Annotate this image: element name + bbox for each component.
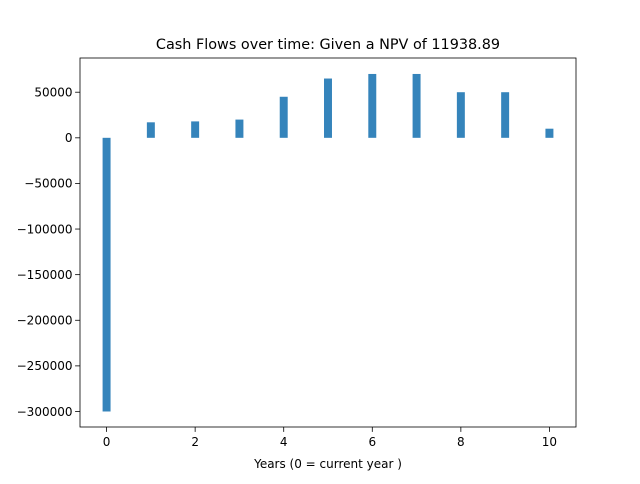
x-tick-label: 4: [280, 435, 288, 449]
plot-frame: [79, 57, 577, 428]
x-tick-label: 8: [457, 435, 465, 449]
y-tick-label: −300000: [17, 405, 73, 419]
y-tick-label: −250000: [17, 359, 73, 373]
bar-year-1: [146, 122, 155, 138]
bar-year-4: [279, 96, 288, 138]
bar-year-2: [191, 121, 200, 138]
x-axis-ticks: 0 2 4 6 8 10: [103, 427, 557, 449]
bar-year-8: [456, 92, 465, 138]
x-tick-label: 0: [103, 435, 111, 449]
bar-year-6: [368, 73, 377, 138]
bar-year-7: [412, 73, 421, 138]
y-axis-ticks: 50000 0 −50000 −100000 −150000 −200000 −250000…: [17, 86, 80, 419]
y-tick-label: −150000: [17, 268, 73, 282]
bar-year-3: [235, 119, 244, 138]
bar-year-5: [324, 78, 332, 138]
bar-series: [102, 73, 554, 412]
bar-year-0: [102, 137, 111, 412]
y-tick-label: 0: [65, 131, 73, 145]
bar-year-9: [501, 92, 510, 138]
y-tick-label: −50000: [24, 177, 72, 191]
y-tick-label: 50000: [34, 86, 72, 100]
x-tick-label: 10: [542, 435, 557, 449]
y-tick-label: −200000: [17, 314, 73, 328]
x-axis-label: Years (0 = current year ): [253, 457, 402, 471]
x-tick-label: 6: [368, 435, 376, 449]
bar-year-10: [545, 128, 554, 138]
chart-title: Cash Flows over time: Given a NPV of 119…: [156, 37, 500, 53]
y-tick-label: −100000: [17, 222, 73, 236]
x-tick-label: 2: [191, 435, 199, 449]
